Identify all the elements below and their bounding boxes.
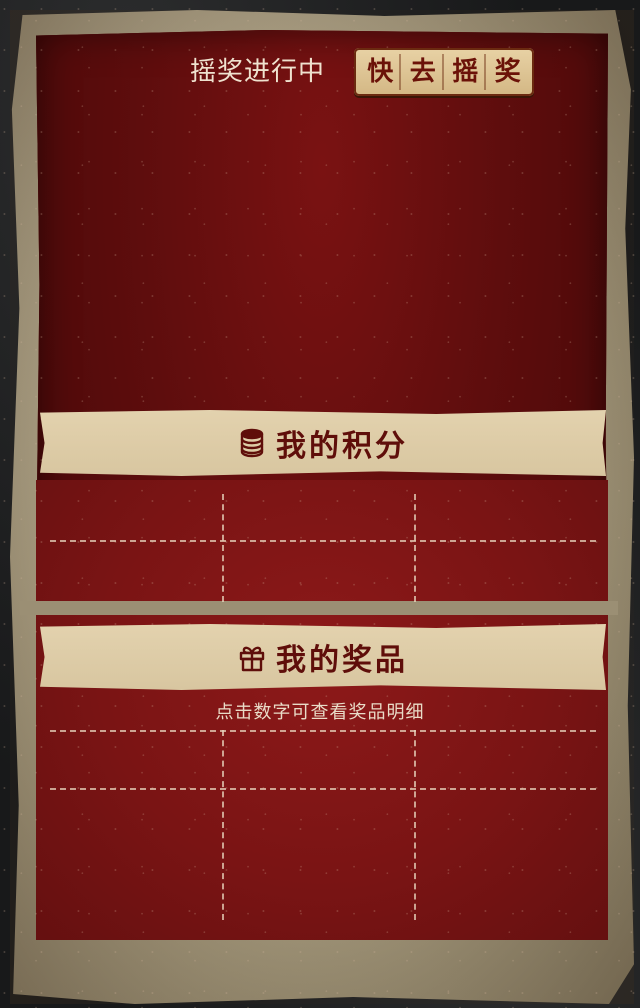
prizes-grid[interactable]	[50, 730, 596, 920]
points-grid	[50, 494, 596, 602]
prizes-banner: 我的奖品	[40, 624, 606, 690]
points-banner: 我的积分	[40, 410, 606, 476]
button-char: 摇	[446, 54, 487, 90]
coins-stack-icon	[240, 428, 264, 458]
section-divider	[20, 601, 618, 615]
prize-detail-hint: 点击数字可查看奖品明细	[215, 702, 425, 723]
gift-icon	[239, 646, 265, 672]
button-char: 去	[404, 54, 444, 90]
points-title: 我的积分	[276, 429, 408, 464]
button-char: 奖	[494, 57, 521, 87]
go-lottery-button[interactable]: 快 去 摇 奖	[354, 48, 534, 96]
lottery-status-text: 摇奖进行中	[190, 57, 326, 87]
prizes-title: 我的奖品	[276, 643, 408, 678]
button-char: 快	[361, 54, 402, 90]
